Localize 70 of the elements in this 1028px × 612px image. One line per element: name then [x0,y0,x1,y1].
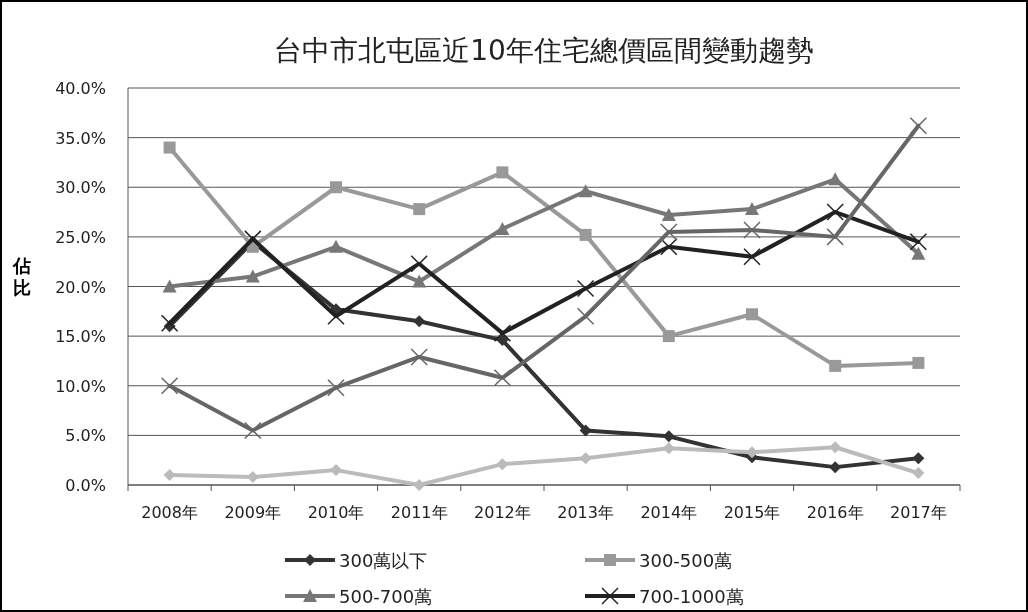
y-tick-label: 10.0% [55,376,106,396]
x-tick-label: 2015年 [723,503,781,522]
point [330,181,342,194]
point [826,228,844,246]
y-tick-label: 0.0% [65,476,106,495]
point [660,223,678,241]
legend-label: 300萬以下 [339,550,428,571]
point [412,274,427,288]
point [826,203,844,221]
y-tick-label: 20.0% [55,277,106,297]
chart-title: 台中市北屯區近10年住宅總價區間變動趨勢 [274,34,814,67]
point [579,228,592,241]
point [909,233,928,251]
point [495,221,510,235]
point [330,464,342,477]
point [160,377,179,395]
point [911,246,926,260]
point [410,254,428,273]
legend-label: 300-500萬 [639,550,733,571]
y-tick-label: 15.0% [55,327,106,347]
point [576,279,595,298]
x-tick-label: 2008年 [141,503,198,522]
point [912,356,925,369]
point [909,116,928,135]
legend-label: 700-1000萬 [639,586,744,607]
point [662,330,675,343]
point [912,452,925,465]
y-tick-label: 30.0% [55,178,106,198]
x-tick-label: 2013年 [557,503,614,522]
x-tick-label: 2011年 [390,503,448,522]
point [162,279,177,293]
point [829,359,842,372]
x-tick-label: 2016年 [806,503,864,522]
point [163,141,176,154]
x-tick-label: 2014年 [640,503,698,522]
y-axis-title: 佔比 [12,255,31,298]
point [578,184,593,198]
x-tick-label: 2009年 [224,503,282,522]
y-tick-label: 40.0% [55,79,106,98]
point [245,269,260,283]
point [160,314,179,332]
point [327,378,345,397]
x-tick-label: 2017年 [890,503,947,522]
point [746,308,758,321]
point [496,334,509,347]
point [743,221,761,239]
y-tick-label: 5.0% [65,426,106,446]
y-tick-label: 25.0% [55,227,106,247]
point [496,166,509,179]
point [493,369,512,387]
point [244,421,262,440]
point [413,315,426,328]
x-tick-label: 2012年 [474,503,531,522]
point [745,202,759,216]
y-tick-label: 35.0% [55,128,106,148]
point [329,239,343,253]
point [410,348,428,366]
point [912,467,925,480]
point [493,324,512,342]
point [413,479,426,491]
point [829,461,842,474]
legend-label: 500-700萬 [339,586,433,607]
point [660,238,678,256]
point [828,172,843,186]
point [576,307,595,326]
point [327,307,345,326]
point [661,208,676,222]
point [413,203,426,216]
point [743,247,761,266]
x-tick-label: 2010年 [307,503,365,522]
